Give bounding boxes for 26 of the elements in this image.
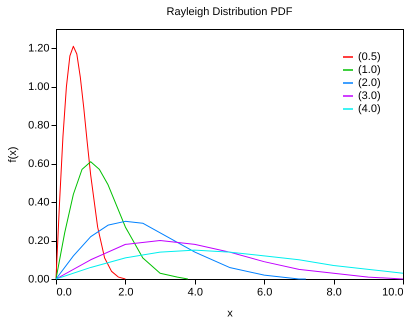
y-tick-label: 0.80	[28, 120, 50, 132]
x-tick-label: 10.0	[382, 286, 404, 298]
y-tick-label: 0.20	[28, 235, 50, 248]
line-series	[56, 240, 404, 280]
legend-label: (4.0)	[358, 103, 381, 115]
legend-label: (0.5)	[358, 51, 381, 63]
x-axis-title: x	[227, 308, 234, 320]
line-series	[56, 161, 188, 280]
x-tick-label: 6.0	[257, 286, 272, 298]
legend-label: (1.0)	[358, 64, 381, 76]
y-tick-label: 1.20	[28, 42, 50, 55]
x-tick-label: 8.0	[326, 286, 342, 298]
y-tick-label: 0.00	[28, 274, 50, 286]
line-series	[56, 250, 404, 280]
y-axis-title: f(x)	[7, 146, 20, 162]
y-tick-label: 0.40	[28, 196, 50, 209]
chart-title: Rayleigh Distribution PDF	[166, 6, 293, 18]
legend-label: (2.0)	[358, 77, 381, 89]
line-series	[56, 220, 306, 280]
y-tick-label: 0.60	[28, 158, 50, 170]
line-series	[56, 46, 126, 280]
x-tick-label: 2.0	[118, 286, 134, 298]
legend-label: (3.0)	[358, 90, 381, 102]
y-tick-label: 1.00	[28, 81, 50, 94]
x-tick-label: 4.0	[188, 286, 203, 298]
x-tick-label: 0.0	[56, 286, 72, 298]
